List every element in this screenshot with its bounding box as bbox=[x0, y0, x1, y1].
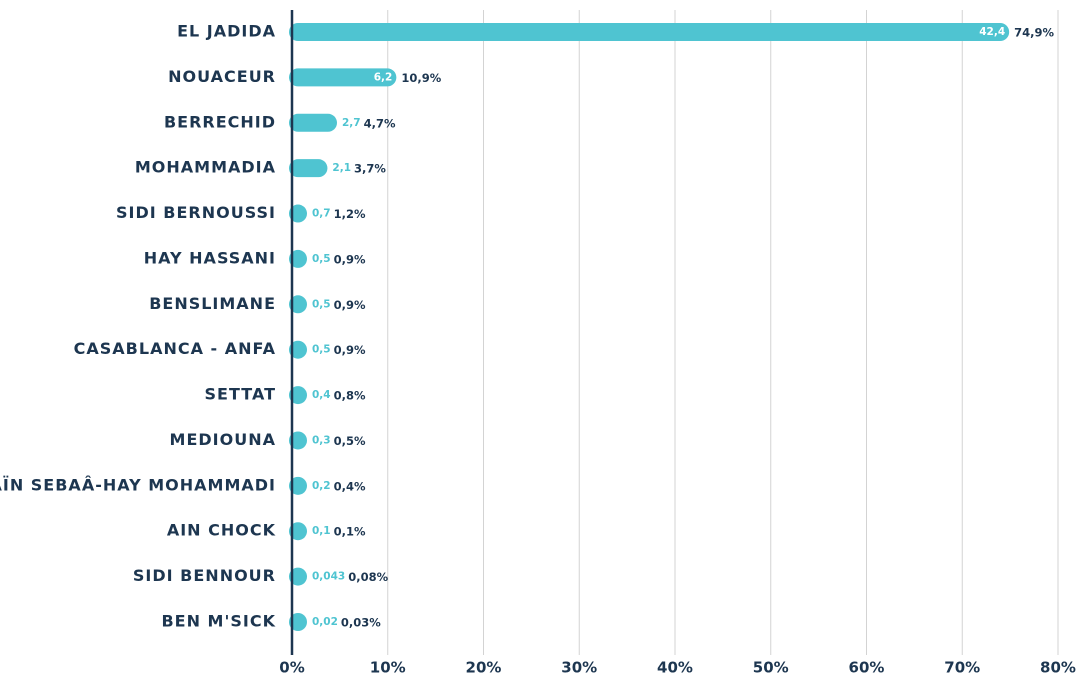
category-label: AIN CHOCK bbox=[167, 521, 276, 540]
value-label: 0,8% bbox=[334, 389, 366, 403]
value-label: 0,9% bbox=[334, 252, 366, 266]
amount-label: 0,3 bbox=[312, 434, 331, 446]
amount-label: 6,2 bbox=[374, 71, 393, 83]
value-label: 1,2% bbox=[334, 207, 366, 221]
category-label: MOHAMMADIA bbox=[135, 158, 276, 177]
value-label: 0,08% bbox=[348, 570, 388, 584]
x-tick-label: 60% bbox=[849, 659, 885, 677]
category-label: CASABLANCA - ANFA bbox=[74, 339, 276, 358]
x-tick-label: 0% bbox=[279, 659, 304, 677]
x-tick-label: 30% bbox=[561, 659, 597, 677]
x-tick-label: 20% bbox=[466, 659, 502, 677]
value-label: 0,4% bbox=[334, 479, 366, 493]
value-label: 74,9% bbox=[1014, 26, 1054, 40]
category-label: AÏN SEBAÂ-HAY MOHAMMADI bbox=[0, 475, 276, 494]
category-label: HAY HASSANI bbox=[144, 248, 276, 267]
x-tick-label: 70% bbox=[944, 659, 980, 677]
value-label: 0,9% bbox=[334, 298, 366, 312]
amount-label: 0,5 bbox=[312, 344, 331, 356]
value-label: 3,7% bbox=[354, 162, 386, 176]
amount-label: 0,7 bbox=[312, 208, 331, 220]
value-label: 0,03% bbox=[341, 616, 381, 630]
x-tick-label: 80% bbox=[1040, 659, 1076, 677]
category-label: SIDI BERNOUSSI bbox=[116, 203, 276, 222]
value-label: 4,7% bbox=[364, 116, 396, 130]
value-label: 0,5% bbox=[334, 434, 366, 448]
amount-label: 0,1 bbox=[312, 525, 331, 537]
value-label: 10,9% bbox=[401, 71, 441, 85]
category-label: MEDIOUNA bbox=[170, 430, 276, 449]
amount-label: 0,5 bbox=[312, 298, 331, 310]
amount-label: 0,02 bbox=[312, 616, 338, 628]
category-label: NOUACEUR bbox=[168, 67, 276, 86]
category-label: SIDI BENNOUR bbox=[133, 566, 276, 585]
category-label: BENSLIMANE bbox=[149, 294, 276, 313]
category-label: SETTAT bbox=[205, 385, 276, 404]
x-tick-label: 10% bbox=[370, 659, 406, 677]
x-tick-label: 50% bbox=[753, 659, 789, 677]
category-label: BEN M'SICK bbox=[161, 612, 276, 631]
category-label: EL JADIDA bbox=[177, 22, 276, 41]
amount-label: 0,2 bbox=[312, 480, 331, 492]
amount-label: 2,1 bbox=[332, 162, 351, 174]
value-label: 0,1% bbox=[334, 525, 366, 539]
amount-label: 0,4 bbox=[312, 389, 331, 401]
x-tick-label: 40% bbox=[657, 659, 693, 677]
amount-label: 0,5 bbox=[312, 253, 331, 265]
category-label: BERRECHID bbox=[164, 112, 276, 131]
amount-label: 2,7 bbox=[342, 117, 361, 129]
value-label: 0,9% bbox=[334, 343, 366, 357]
amount-label: 0,043 bbox=[312, 571, 345, 583]
amount-label: 42,4 bbox=[979, 26, 1005, 38]
